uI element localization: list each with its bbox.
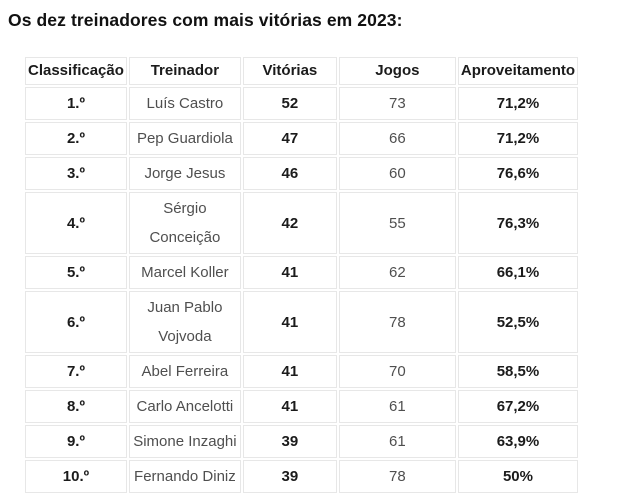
cell-games: 66	[338, 122, 456, 155]
table-row: 10.º Fernando Diniz 39 78 50%	[25, 460, 579, 493]
cell-games: 55	[338, 192, 456, 254]
table-row: 1.º Luís Castro 52 73 71,2%	[25, 87, 579, 120]
column-header-rank: Classificação	[25, 57, 127, 85]
cell-wins: 52	[242, 87, 337, 120]
cell-rank: 4.º	[25, 192, 127, 254]
cell-wins: 39	[242, 425, 337, 458]
cell-wins: 42	[242, 192, 337, 254]
cell-pct: 71,2%	[457, 122, 579, 155]
cell-coach: Pep Guardiola	[128, 122, 241, 155]
cell-games: 78	[338, 460, 456, 493]
table-row: 7.º Abel Ferreira 41 70 58,5%	[25, 355, 579, 388]
cell-pct: 66,1%	[457, 256, 579, 289]
cell-wins: 46	[242, 157, 337, 190]
cell-rank: 2.º	[25, 122, 127, 155]
cell-games: 78	[338, 291, 456, 353]
cell-games: 61	[338, 390, 456, 423]
cell-pct: 52,5%	[457, 291, 579, 353]
table-header-row: Classificação Treinador Vitórias Jogos Aprov…	[25, 57, 579, 85]
table-row: 8.º Carlo Ancelotti 41 61 67,2%	[25, 390, 579, 423]
table-row: 2.º Pep Guardiola 47 66 71,2%	[25, 122, 579, 155]
table-row: 5.º Marcel Koller 41 62 66,1%	[25, 256, 579, 289]
table-row: 6.º Juan Pablo Vojvoda 41 78 52,5%	[25, 291, 579, 353]
cell-pct: 58,5%	[457, 355, 579, 388]
cell-wins: 41	[242, 355, 337, 388]
cell-coach: Fernando Diniz	[128, 460, 241, 493]
table-row: 9.º Simone Inzaghi 39 61 63,9%	[25, 425, 579, 458]
cell-wins: 47	[242, 122, 337, 155]
cell-coach: Abel Ferreira	[128, 355, 241, 388]
cell-coach: Marcel Koller	[128, 256, 241, 289]
cell-rank: 1.º	[25, 87, 127, 120]
cell-pct: 76,3%	[457, 192, 579, 254]
cell-rank: 9.º	[25, 425, 127, 458]
cell-rank: 8.º	[25, 390, 127, 423]
cell-rank: 5.º	[25, 256, 127, 289]
cell-rank: 10.º	[25, 460, 127, 493]
cell-wins: 39	[242, 460, 337, 493]
column-header-coach: Treinador	[128, 57, 241, 85]
cell-games: 73	[338, 87, 456, 120]
cell-games: 62	[338, 256, 456, 289]
cell-pct: 76,6%	[457, 157, 579, 190]
cell-coach: Juan Pablo Vojvoda	[128, 291, 241, 353]
table-row: 3.º Jorge Jesus 46 60 76,6%	[25, 157, 579, 190]
cell-coach: Sérgio Conceição	[128, 192, 241, 254]
cell-wins: 41	[242, 390, 337, 423]
coaches-wins-table: Classificação Treinador Vitórias Jogos Aprov…	[23, 55, 580, 495]
cell-rank: 7.º	[25, 355, 127, 388]
cell-games: 60	[338, 157, 456, 190]
table-row: 4.º Sérgio Conceição 42 55 76,3%	[25, 192, 579, 254]
cell-coach: Luís Castro	[128, 87, 241, 120]
cell-coach: Jorge Jesus	[128, 157, 241, 190]
cell-rank: 3.º	[25, 157, 127, 190]
cell-pct: 50%	[457, 460, 579, 493]
cell-coach: Carlo Ancelotti	[128, 390, 241, 423]
cell-games: 70	[338, 355, 456, 388]
cell-pct: 63,9%	[457, 425, 579, 458]
column-header-wins: Vitórias	[242, 57, 337, 85]
cell-games: 61	[338, 425, 456, 458]
cell-wins: 41	[242, 256, 337, 289]
column-header-games: Jogos	[338, 57, 456, 85]
cell-pct: 67,2%	[457, 390, 579, 423]
cell-rank: 6.º	[25, 291, 127, 353]
cell-pct: 71,2%	[457, 87, 579, 120]
cell-wins: 41	[242, 291, 337, 353]
page-title: Os dez treinadores com mais vitórias em …	[8, 10, 403, 30]
cell-coach: Simone Inzaghi	[128, 425, 241, 458]
column-header-pct: Aproveitamento	[457, 57, 579, 85]
